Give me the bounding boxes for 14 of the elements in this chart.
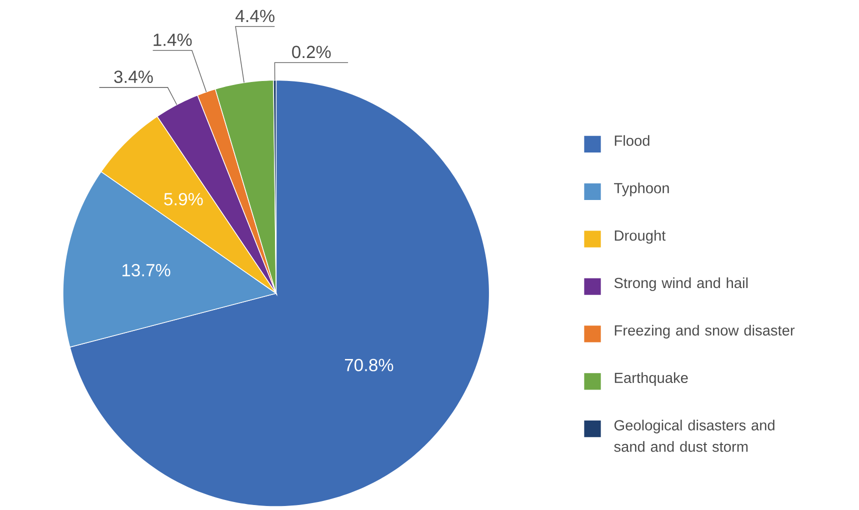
data-label: 4.4% <box>235 10 274 22</box>
data-label: 5.9% <box>164 192 203 206</box>
legend-label: Geological disasters and sand and dust storm <box>614 419 774 452</box>
legend-label: Typhoon <box>614 182 669 196</box>
data-label: 0.2% <box>292 46 331 58</box>
legend-label: Flood <box>614 134 650 146</box>
legend-label: Freezing and snow disaster <box>614 324 795 338</box>
data-label: 3.4% <box>114 70 153 83</box>
data-label: 1.4% <box>154 33 192 46</box>
data-label: 70.8% <box>344 358 394 372</box>
legend-label: Strong wind and hail <box>614 277 748 291</box>
legend-label: Drought <box>614 230 666 244</box>
legend-label: Earthquake <box>614 372 688 386</box>
data-label: 13.7% <box>122 264 170 276</box>
